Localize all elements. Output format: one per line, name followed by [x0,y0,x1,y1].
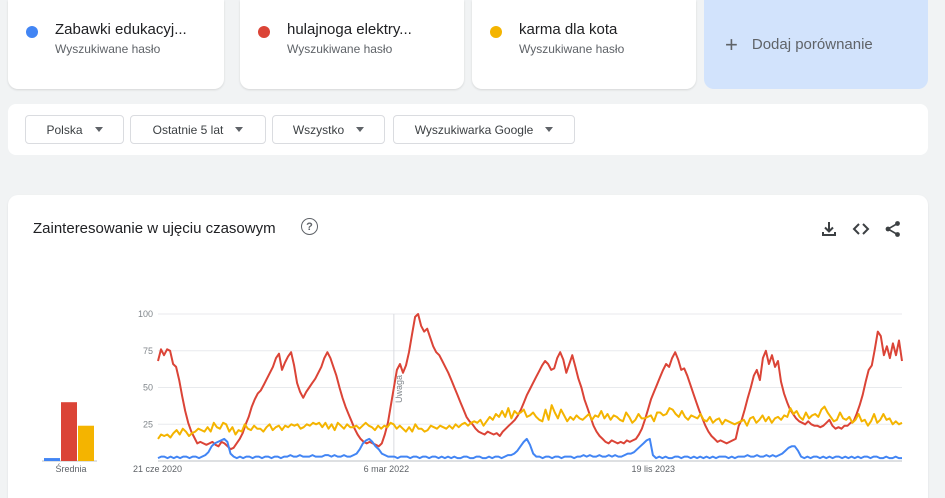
x-tick-label: 6 mar 2022 [364,464,410,474]
download-icon[interactable] [820,220,838,238]
add-comparison-button[interactable]: + Dodaj porównanie [704,0,928,89]
add-comparison-label: Dodaj porównanie [751,36,873,53]
filter-label: Polska [46,122,83,137]
dropdown-caret-icon [545,127,554,132]
plus-icon: + [725,31,738,57]
filter-label: Wyszukiwarka Google [414,122,534,137]
series-line-2[interactable] [157,437,902,460]
series-line-0[interactable] [157,313,903,451]
chart-labels: 100 75 50 25 21 cze 2020 6 mar 2022 19 lis 202… [55,309,675,474]
y-tick-label: 25 [143,419,153,429]
term-name[interactable]: karma dla kota [519,21,618,38]
filter-label: Wszystko [292,122,345,137]
help-icon[interactable]: ? [301,218,318,235]
series-color-dot [26,26,38,38]
filter-search-type[interactable]: Wyszukiwarka Google [393,115,575,144]
share-icon[interactable] [884,220,902,238]
term-card-1[interactable]: Zabawki edukacyj... Wyszukiwane hasło [8,0,224,89]
interest-over-time-panel: Zainteresowanie w ujęciu czasowym ? 100 7… [8,195,928,498]
term-subtitle: Wyszukiwane hasło [519,42,625,56]
averages-label: Średnia [55,463,86,474]
filters-bar: Polska Ostatnie 5 lat Wszystko Wyszukiwa… [8,104,928,155]
filter-category[interactable]: Wszystko [272,115,385,144]
term-name[interactable]: Zabawki edukacyj... [55,21,187,38]
chart-series [157,313,903,460]
term-card-2[interactable]: hulajnoga elektry... Wyszukiwane hasło [240,0,464,89]
term-name[interactable]: hulajnoga elektry... [287,21,412,38]
interest-chart: 100 75 50 25 21 cze 2020 6 mar 2022 19 lis 202… [42,309,903,474]
dropdown-caret-icon [235,127,244,132]
chart-grid [158,313,902,462]
term-subtitle: Wyszukiwane hasło [55,42,161,56]
series-color-dot [490,26,502,38]
panel-title: Zainteresowanie w ujęciu czasowym [33,220,276,237]
filter-region[interactable]: Polska [25,115,124,144]
average-bar[interactable] [44,458,60,461]
annotation-label[interactable]: Uwaga [394,375,404,403]
dropdown-caret-icon [94,127,103,132]
dropdown-caret-icon [356,127,365,132]
term-subtitle: Wyszukiwane hasło [287,42,393,56]
y-tick-label: 75 [143,346,153,356]
series-line-1[interactable] [157,404,903,440]
average-bar[interactable] [78,425,94,461]
embed-icon[interactable] [852,220,870,238]
series-color-dot [258,26,270,38]
filter-time-range[interactable]: Ostatnie 5 lat [130,115,266,144]
y-tick-label: 50 [143,383,153,393]
y-tick-label: 100 [138,309,153,319]
x-tick-label: 19 lis 2023 [631,464,675,474]
average-bar[interactable] [61,402,77,461]
filter-label: Ostatnie 5 lat [152,122,224,137]
term-card-3[interactable]: karma dla kota Wyszukiwane hasło [472,0,696,89]
x-tick-label: 21 cze 2020 [133,464,182,474]
averages-chart [42,402,97,462]
